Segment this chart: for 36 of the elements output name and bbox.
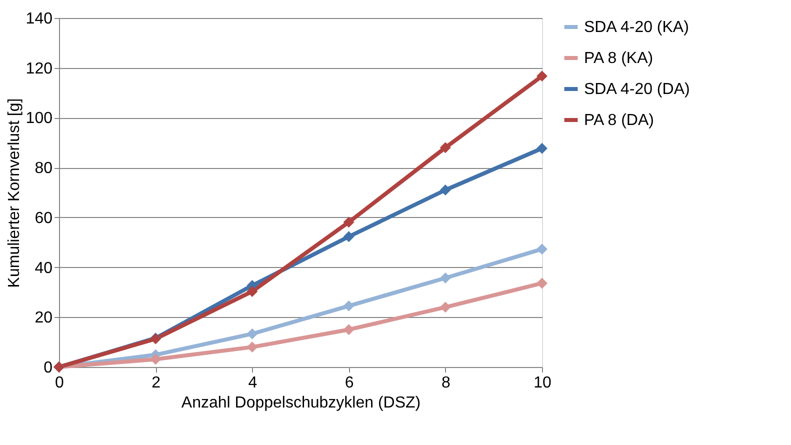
y-axis-title: Kumulierter Kornverlust [g] (6, 98, 23, 288)
point (440, 142, 451, 154)
point (536, 278, 548, 289)
x-tick-label: 0 (55, 374, 64, 392)
point (343, 324, 354, 336)
x-tick-label: 8 (441, 374, 450, 392)
y-tick-label: 100 (26, 110, 53, 128)
legend-label: PA 8 (KA) (584, 50, 654, 67)
y-tick-label: 0 (44, 360, 53, 376)
point (246, 328, 258, 340)
y-tick-label: 40 (34, 260, 53, 277)
legend-label: SDA 4-20 (DA) (584, 81, 690, 98)
point (343, 216, 354, 228)
point (440, 184, 451, 196)
x-tick-label: 4 (248, 374, 258, 392)
point (440, 272, 451, 284)
point (246, 342, 258, 353)
point (246, 286, 258, 297)
point (343, 231, 354, 242)
y-tick-label: 20 (34, 310, 53, 327)
x-tick-label: 6 (344, 374, 354, 392)
x-tick-label: 2 (152, 374, 161, 392)
point (536, 244, 548, 255)
y-tick-label: 60 (34, 210, 53, 227)
point (536, 70, 548, 82)
y-tick-label: 80 (34, 160, 53, 178)
y-tick-label: 140 (26, 10, 53, 28)
x-tick-label: 10 (534, 374, 552, 392)
y-tick-label: 120 (26, 60, 53, 78)
point (150, 354, 162, 365)
point (536, 142, 548, 154)
legend-label: PA 8 (DA) (584, 112, 654, 129)
point (343, 300, 354, 312)
legend-label: SDA 4-20 (KA) (584, 19, 689, 36)
x-axis-title: Anzahl Doppelschubzyklen (DSZ) (181, 394, 421, 412)
point (440, 302, 451, 313)
